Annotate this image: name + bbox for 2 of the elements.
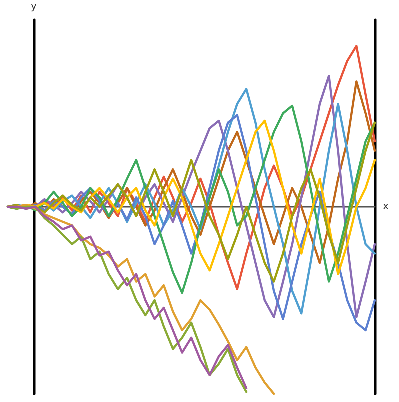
x-axis-title: x <box>383 202 389 212</box>
y-axis-title: y <box>31 2 38 12</box>
